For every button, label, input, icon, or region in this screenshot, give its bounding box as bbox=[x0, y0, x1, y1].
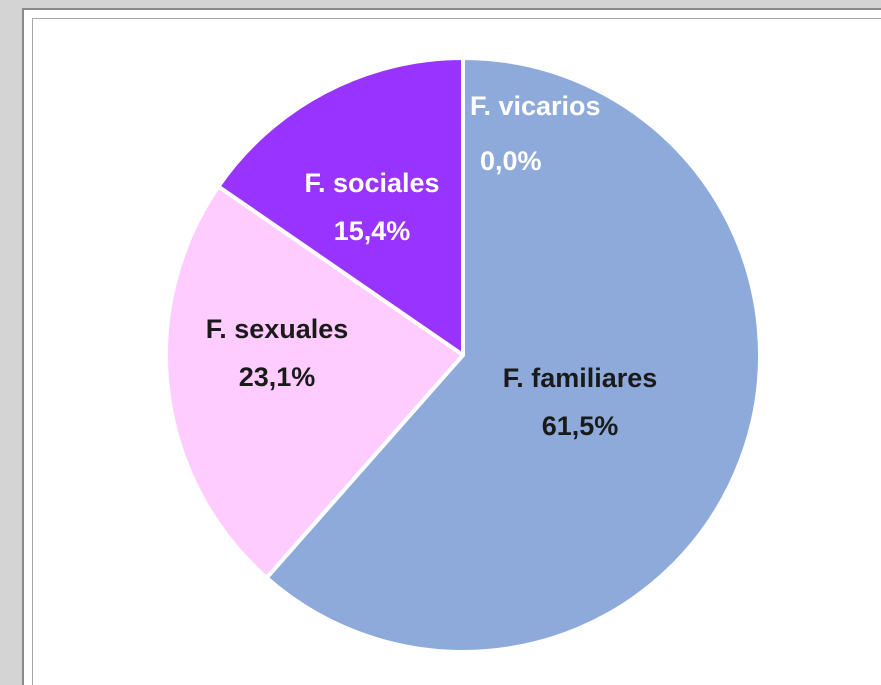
pie-labels: F. familiares 61,5% F. sexuales 23,1% F. soc… bbox=[206, 91, 658, 441]
pie-value-label-f-sexuales: 23,1% bbox=[239, 362, 316, 392]
chart-panel-inner-border bbox=[32, 18, 881, 685]
pie-label-f-familiares: F. familiares bbox=[503, 363, 658, 393]
pie-label-f-vicarios: F. vicarios bbox=[470, 91, 601, 121]
pie-slice-f-sexuales bbox=[164, 184, 465, 580]
pie-label-f-sociales: F. sociales bbox=[304, 168, 439, 198]
pie-slice-f-familiares bbox=[264, 56, 762, 654]
pie-value-label-f-vicarios: 0,0% bbox=[480, 146, 542, 176]
pie-slices bbox=[164, 56, 762, 654]
pie-value-label-f-familiares: 61,5% bbox=[542, 411, 619, 441]
pie-value-label-f-sociales: 15,4% bbox=[334, 216, 411, 246]
pie-slice-f-sociales bbox=[216, 56, 465, 357]
pie-label-f-sexuales: F. sexuales bbox=[206, 314, 349, 344]
